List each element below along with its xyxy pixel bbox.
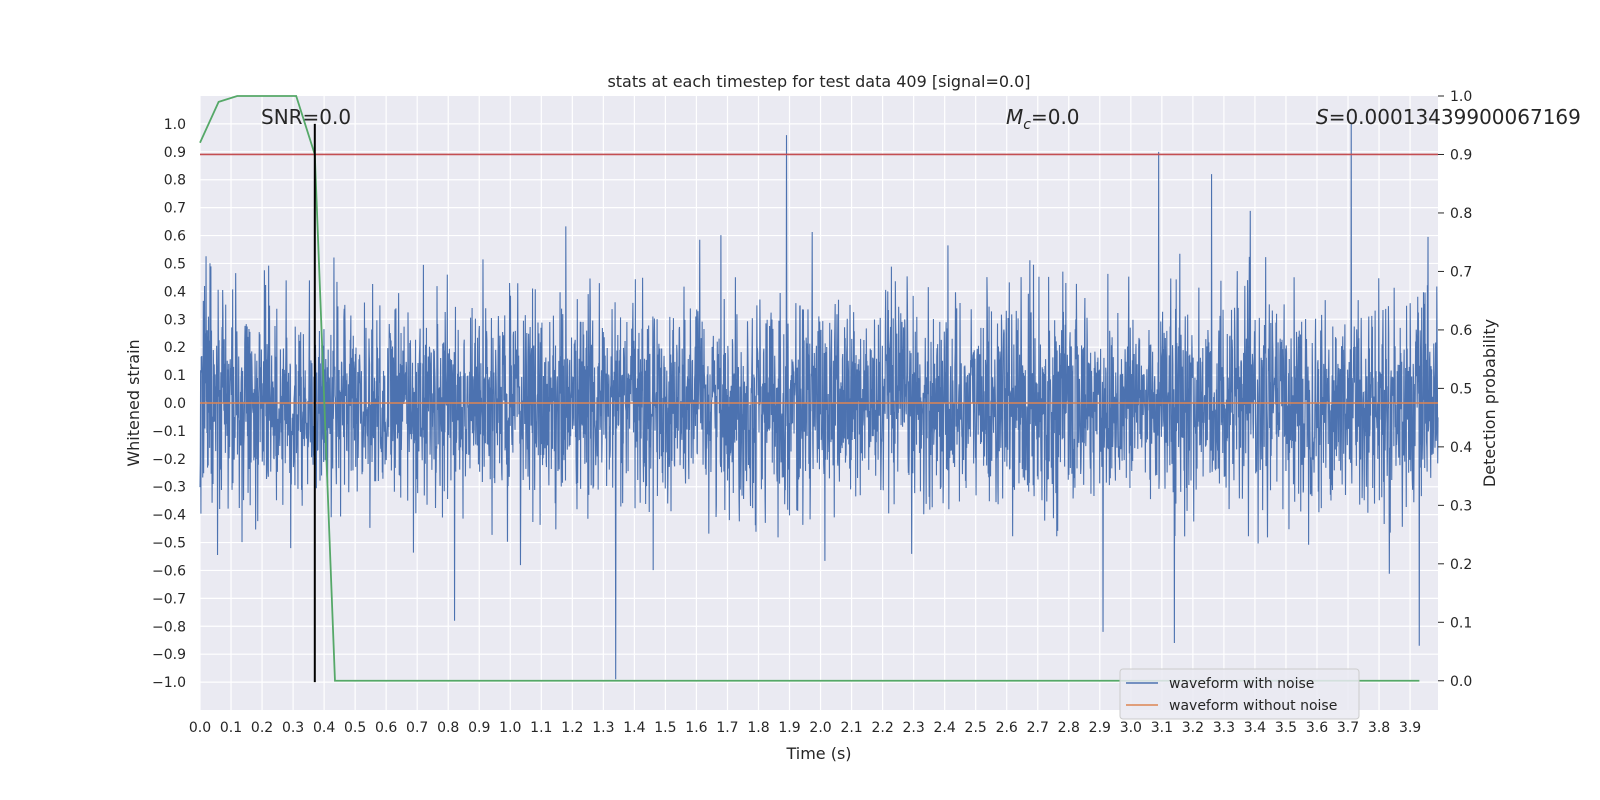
series-detection-probability: [199, 95, 1420, 682]
y-right-tick-label: 0.6: [1450, 323, 1472, 339]
x-tick-label: 3.4: [1244, 720, 1266, 736]
probability-line: [199, 95, 1420, 682]
x-tick-label: 1.4: [623, 720, 645, 736]
y-left-tick-label: 0.5: [164, 256, 186, 272]
x-tick-label: 1.6: [685, 720, 707, 736]
y-left-tick-label: 0.7: [164, 201, 186, 217]
mc-annotation: Mc=0.0: [1006, 105, 1080, 133]
x-tick-label: 3.3: [1213, 720, 1235, 736]
y-right-tick-label: 0.4: [1450, 440, 1472, 456]
x-tick-label: 2.8: [1058, 720, 1080, 736]
y-left-tick-label: −0.4: [152, 508, 186, 524]
snr-annotation: SNR=0.0: [261, 105, 351, 129]
y-left-tick-label: 0.4: [164, 284, 186, 300]
x-tick-label: 2.0: [809, 720, 831, 736]
x-tick-label: 3.7: [1337, 720, 1359, 736]
x-tick-label: 1.7: [716, 720, 738, 736]
x-tick-label: 0.7: [406, 720, 428, 736]
x-tick-label: 3.9: [1399, 720, 1421, 736]
legend-box: [1119, 668, 1360, 720]
mc-value: =0.0: [1031, 105, 1080, 129]
y-left-tick-label: 1.0: [164, 117, 186, 133]
y-right-tick-label: 0.9: [1450, 147, 1472, 163]
x-tick-label: 3.2: [1182, 720, 1204, 736]
x-axis-label: Time (s): [785, 744, 851, 763]
x-tick-label: 0.1: [220, 720, 242, 736]
y-right-tick-label: 0.2: [1450, 557, 1472, 573]
noise-line: [199, 123, 1439, 680]
x-tick-label: 1.8: [747, 720, 769, 736]
x-tick-label: 3.8: [1368, 720, 1390, 736]
y-right-tick-label: 0.0: [1450, 674, 1472, 690]
x-tick-label: 1.0: [499, 720, 521, 736]
y-right-tick-label: 0.3: [1450, 498, 1472, 514]
x-tick-label: 1.3: [592, 720, 614, 736]
x-tick-label: 0.5: [344, 720, 366, 736]
x-tick-label: 0.4: [313, 720, 335, 736]
legend: waveform with noise waveform without noi…: [1119, 668, 1360, 720]
y-left-tick-label: −0.9: [152, 647, 186, 663]
x-tick-label: 2.5: [965, 720, 987, 736]
s-symbol: S: [1316, 105, 1329, 129]
s-value: =0.00013439900067169: [1329, 105, 1581, 129]
x-tick-label: 2.3: [903, 720, 925, 736]
y-left-tick-label: 0.8: [164, 173, 186, 189]
y-axis-right-ticks: 1.0 0.9 0.8 0.7 0.6 0.5 0.4 0.3 0.2 0.1 0.0: [1438, 89, 1472, 690]
mc-symbol: M: [1006, 105, 1023, 129]
y-left-tick-label: 0.1: [164, 368, 186, 384]
y-axis-left-ticks: 1.0 0.9 0.8 0.7 0.6 0.5 0.4 0.3 0.2 0.1 0.0 −0.1 −0.…: [152, 117, 186, 691]
y-right-tick-label: 0.8: [1450, 206, 1472, 222]
x-tick-label: 2.7: [1027, 720, 1049, 736]
x-tick-label: 1.5: [654, 720, 676, 736]
chart-title: stats at each timestep for test data 409…: [607, 72, 1030, 91]
x-tick-label: 1.2: [561, 720, 583, 736]
y-right-tick-label: 0.7: [1450, 264, 1472, 280]
y-left-tick-label: 0.6: [164, 229, 186, 245]
y-right-tick-label: 1.0: [1450, 89, 1472, 105]
x-tick-label: 3.0: [1120, 720, 1142, 736]
x-tick-label: 3.1: [1151, 720, 1173, 736]
x-axis-ticks: 0.0 0.1 0.2 0.3 0.4 0.5 0.6 0.7 0.8 0.9 1.0 1.1 1.2 1…: [189, 720, 1421, 736]
s-annotation: S=0.00013439900067169: [1316, 105, 1581, 129]
x-tick-label: 2.9: [1089, 720, 1111, 736]
x-tick-label: 0.6: [375, 720, 397, 736]
y-left-tick-label: −0.8: [152, 619, 186, 635]
y-axis-right-label: Detection probability: [1480, 319, 1499, 487]
x-tick-label: 2.1: [840, 720, 862, 736]
y-left-tick-label: −1.0: [152, 675, 186, 691]
y-axis-left-label: Whitened strain: [124, 339, 143, 466]
y-left-tick-label: 0.3: [164, 312, 186, 328]
y-right-tick-label: 0.1: [1450, 615, 1472, 631]
x-tick-label: 0.9: [468, 720, 490, 736]
x-tick-label: 2.4: [934, 720, 956, 736]
y-right-tick-label: 0.5: [1450, 381, 1472, 397]
y-left-tick-label: −0.5: [152, 536, 186, 552]
x-tick-label: 2.6: [996, 720, 1018, 736]
x-tick-label: 0.8: [437, 720, 459, 736]
y-left-tick-label: 0.9: [164, 145, 186, 161]
x-tick-label: 3.6: [1306, 720, 1328, 736]
legend-label-clean: waveform without noise: [1169, 698, 1337, 714]
mc-subscript: c: [1023, 117, 1031, 133]
x-tick-label: 1.1: [530, 720, 552, 736]
x-tick-label: 0.0: [189, 720, 211, 736]
x-tick-label: 2.2: [871, 720, 893, 736]
y-left-tick-label: −0.1: [152, 424, 186, 440]
x-tick-label: 1.9: [778, 720, 800, 736]
x-tick-label: 0.2: [251, 720, 273, 736]
y-left-tick-label: −0.6: [152, 563, 186, 579]
y-left-tick-label: −0.2: [152, 452, 186, 468]
series-waveform-with-noise: [199, 123, 1439, 680]
x-tick-label: 3.5: [1275, 720, 1297, 736]
y-left-tick-label: 0.2: [164, 340, 186, 356]
y-left-tick-label: −0.7: [152, 591, 186, 607]
legend-label-noise: waveform with noise: [1169, 676, 1314, 692]
x-tick-label: 0.3: [282, 720, 304, 736]
y-left-tick-label: 0.0: [164, 396, 186, 412]
y-left-tick-label: −0.3: [152, 480, 186, 496]
